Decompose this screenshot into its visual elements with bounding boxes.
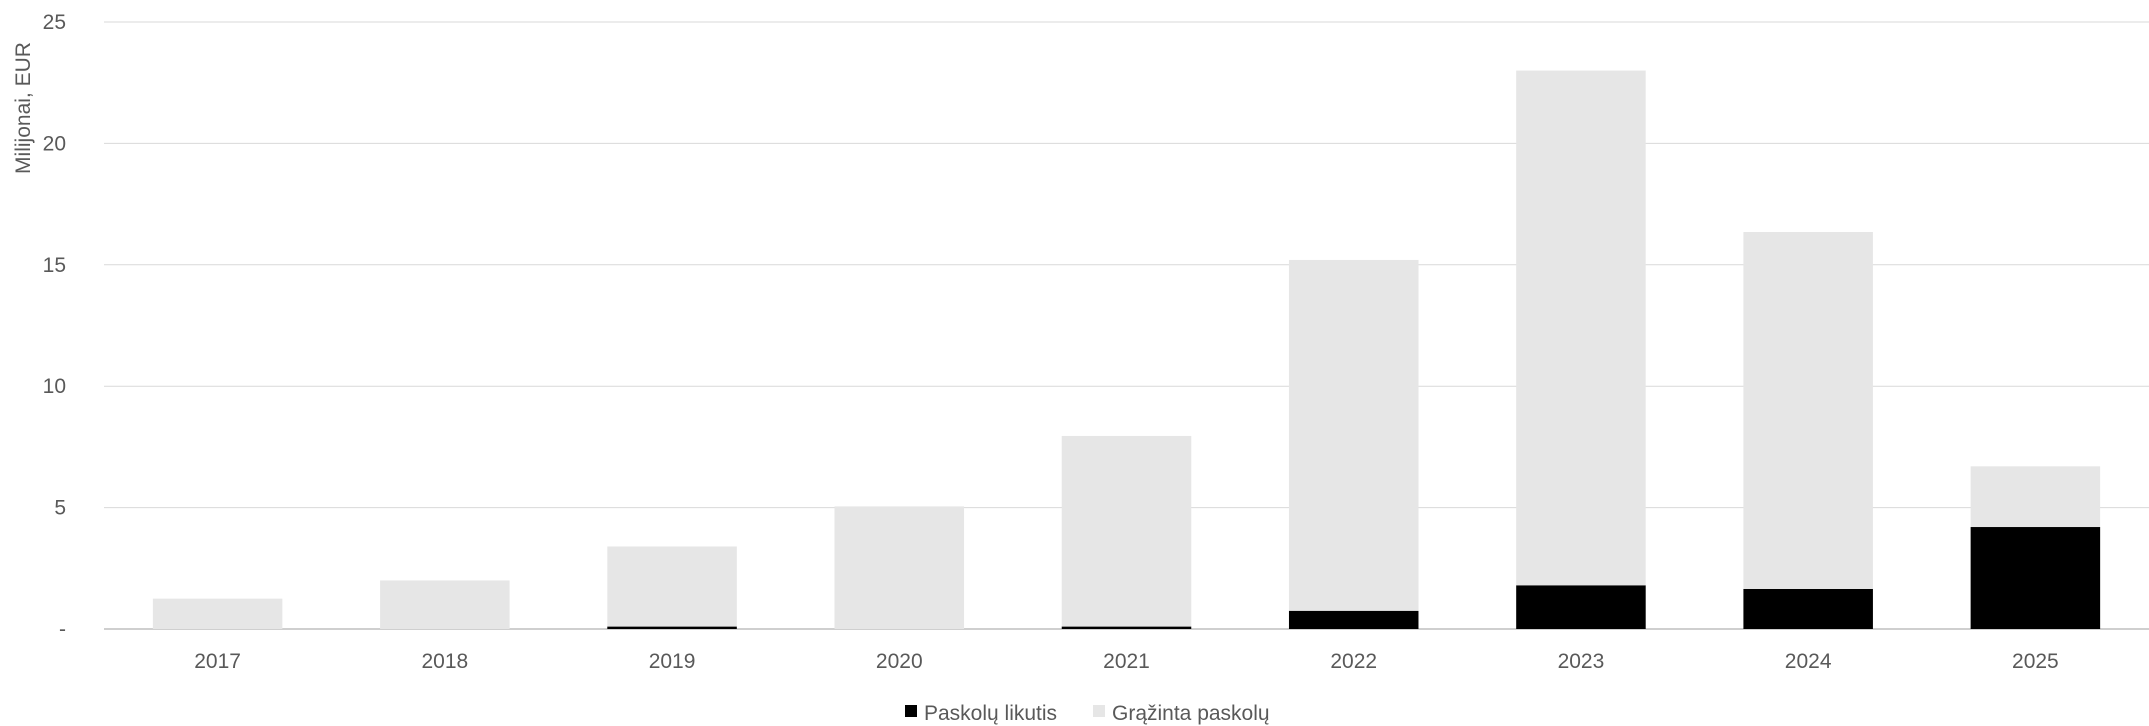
legend-label: Paskolų likutis — [924, 702, 1057, 725]
y-tick-label: 20 — [43, 132, 66, 155]
bar-segment-grazinta-paskolu — [607, 546, 737, 627]
x-tick-label: 2025 — [2012, 650, 2059, 673]
x-tick-label: 2020 — [876, 650, 923, 673]
y-tick-label: - — [59, 618, 66, 641]
bar-segment-paskolu-likutis — [1516, 585, 1646, 629]
bar-segment-paskolu-likutis — [1970, 527, 2101, 629]
bar-segment-paskolu-likutis — [607, 626, 737, 629]
bar-segment-paskolu-likutis — [1288, 610, 1419, 629]
legend-swatch — [905, 705, 917, 717]
bar-segment-paskolu-likutis — [1061, 626, 1192, 629]
y-tick-label: 15 — [43, 254, 66, 277]
x-tick-label: 2021 — [1103, 650, 1150, 673]
bar-segment-grazinta-paskolu — [152, 598, 283, 629]
bar-segment-paskolu-likutis — [1743, 588, 1873, 629]
y-tick-label: 25 — [43, 11, 66, 34]
legend: Paskolų likutis Grąžinta paskolų — [905, 702, 1270, 725]
y-tick-label: 5 — [54, 497, 66, 520]
bar-segment-grazinta-paskolu — [1061, 435, 1192, 627]
x-tick-label: 2017 — [194, 650, 241, 673]
y-tick-label: 10 — [43, 375, 66, 398]
bar-segment-grazinta-paskolu — [1743, 232, 1873, 589]
x-tick-label: 2022 — [1330, 650, 1377, 673]
y-axis-ticks: - 5 10 15 20 25 — [43, 11, 66, 641]
bar-segment-grazinta-paskolu — [1970, 466, 2101, 528]
bar-segment-grazinta-paskolu — [834, 506, 965, 629]
x-tick-label: 2018 — [421, 650, 468, 673]
legend-swatch — [1093, 705, 1105, 717]
bars — [152, 70, 2101, 629]
x-tick-label: 2023 — [1558, 650, 1605, 673]
y-axis-title: Milijonai, EUR — [12, 42, 35, 174]
bar-segment-grazinta-paskolu — [1288, 259, 1419, 611]
x-tick-label: 2019 — [649, 650, 696, 673]
x-axis-ticks: 2017 2018 2019 2020 2021 2022 2023 2024 2025 — [194, 650, 2058, 673]
bar-segment-grazinta-paskolu — [380, 580, 510, 629]
bar-segment-grazinta-paskolu — [1516, 70, 1646, 586]
legend-label: Grąžinta paskolų — [1112, 702, 1270, 725]
x-tick-label: 2024 — [1785, 650, 1832, 673]
